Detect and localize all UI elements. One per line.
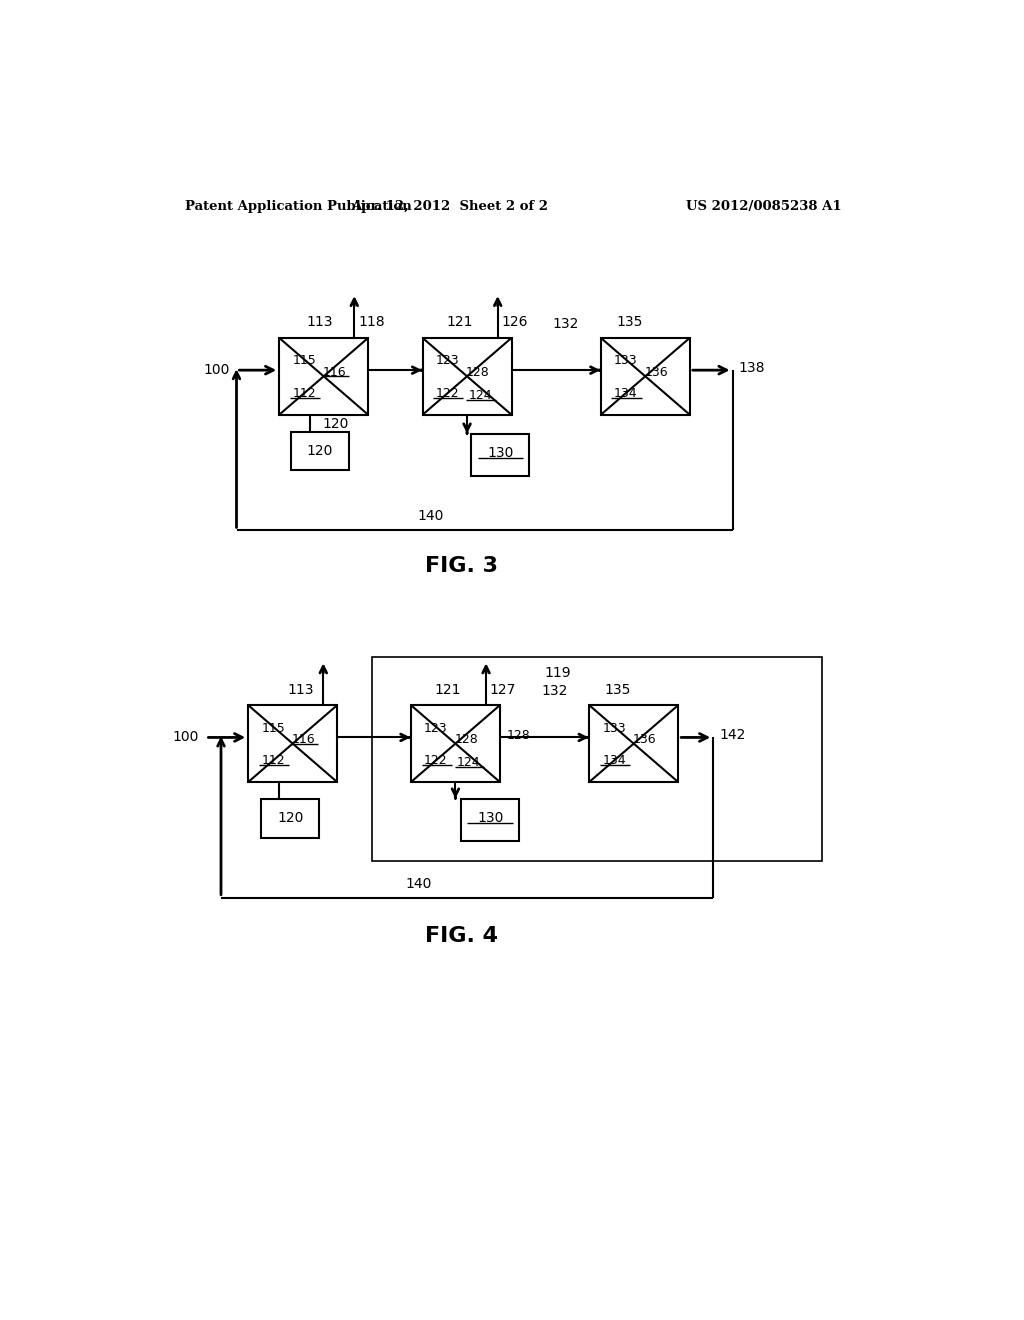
Text: 134: 134 [614,387,638,400]
Text: 120: 120 [323,417,348,432]
Text: 140: 140 [417,510,443,524]
Bar [291,432,349,470]
Text: 115: 115 [292,354,316,367]
Text: 112: 112 [261,754,285,767]
Text: 121: 121 [446,315,473,330]
Bar [423,338,512,414]
Text: 136: 136 [633,733,656,746]
Text: 100: 100 [173,730,200,744]
Text: 132: 132 [553,317,579,331]
Text: 116: 116 [323,366,346,379]
Text: 138: 138 [738,360,765,375]
Text: FIG. 3: FIG. 3 [425,557,498,577]
Text: 115: 115 [261,722,285,735]
Bar [589,705,678,781]
Text: 126: 126 [502,315,528,330]
Text: 119: 119 [545,665,571,680]
Text: 120: 120 [278,812,303,825]
Text: 113: 113 [288,682,314,697]
Text: 128: 128 [455,733,478,746]
Text: 130: 130 [487,446,514,459]
Text: 135: 135 [616,315,643,330]
Text: 142: 142 [719,729,745,742]
Text: Apr. 12, 2012  Sheet 2 of 2: Apr. 12, 2012 Sheet 2 of 2 [351,201,548,214]
Text: 124: 124 [469,389,493,403]
Bar [411,705,500,781]
Bar [471,434,529,477]
Text: FIG. 4: FIG. 4 [425,927,498,946]
Bar [601,338,690,414]
Text: 132: 132 [541,684,567,698]
Text: 124: 124 [457,756,480,770]
Text: 136: 136 [644,366,668,379]
Text: 122: 122 [424,754,447,767]
Text: 133: 133 [602,722,626,735]
Bar [280,338,369,414]
Text: 134: 134 [602,754,626,767]
Text: 113: 113 [306,315,333,330]
Bar [248,705,337,781]
Text: 100: 100 [204,363,230,378]
Text: 123: 123 [424,722,447,735]
Text: 112: 112 [292,387,315,400]
Text: 133: 133 [614,354,638,367]
Bar [372,657,821,862]
Bar [461,799,519,841]
Text: US 2012/0085238 A1: US 2012/0085238 A1 [686,201,842,214]
Text: 116: 116 [292,733,315,746]
Text: 120: 120 [306,444,333,458]
Text: 123: 123 [435,354,460,367]
Text: Patent Application Publication: Patent Application Publication [184,201,412,214]
Bar [261,799,319,838]
Text: 128: 128 [466,366,489,379]
Text: 135: 135 [604,682,631,697]
Text: 118: 118 [358,315,385,330]
Text: 121: 121 [435,682,461,697]
Text: 127: 127 [489,682,516,697]
Text: 130: 130 [477,810,504,825]
Text: 140: 140 [406,876,432,891]
Text: 122: 122 [435,387,460,400]
Text: 128: 128 [506,730,530,742]
